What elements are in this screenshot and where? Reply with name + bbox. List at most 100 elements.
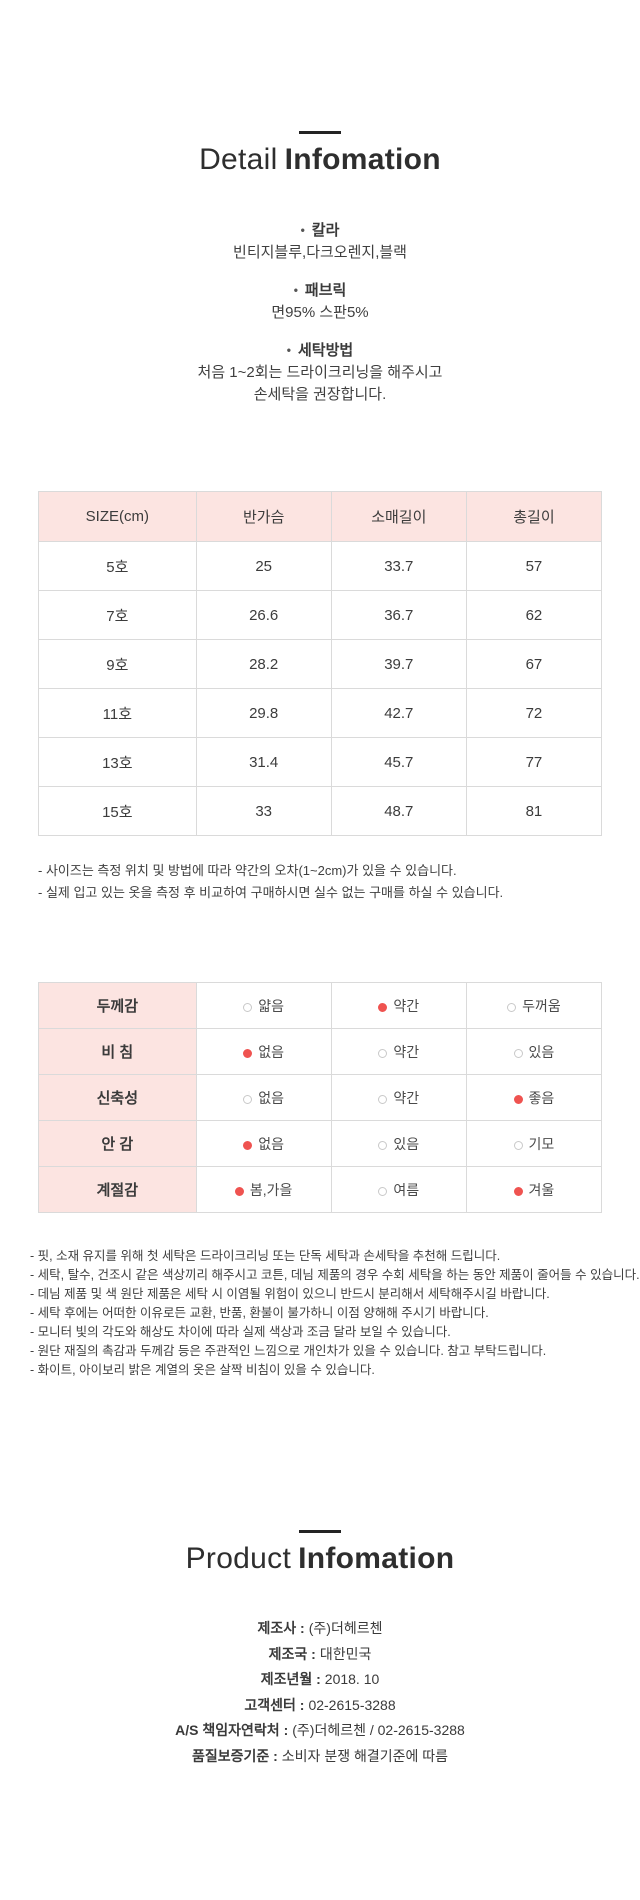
product-title: Product Infomation (0, 1544, 640, 1574)
radio-dot-icon (243, 1094, 253, 1104)
size-table-header: 반가슴 (195, 491, 332, 542)
radio-dot-icon (513, 1140, 523, 1150)
size-table-header-row: SIZE(cm) 반가슴 소매길이 총길이 (38, 491, 603, 542)
product-title-light: Product (185, 1542, 292, 1575)
info-value: 02-2615-3288 (308, 1696, 396, 1713)
attr-option-cell: 여름 (330, 1166, 467, 1213)
table-row: 5호 25 33.7 57 (38, 541, 603, 591)
product-info-row: A/S 책임자연락처 : (주)더헤르첸 / 02-2615-3288 (0, 1718, 640, 1744)
attribute-table: 두께감 얇음 약간 두꺼움 비 침 없음 약간 있음 신축성 없음 약간 좋음 … (38, 982, 603, 1213)
radio-dot-icon (378, 1140, 388, 1150)
attr-label: 계절감 (38, 1166, 197, 1213)
size-cell: 9호 (38, 639, 197, 689)
info-label: A/S 책임자연락처 : (175, 1722, 289, 1738)
size-cell: 29.8 (195, 688, 332, 738)
product-info-row: 제조국 : 대한민국 (0, 1642, 640, 1668)
attr-option-label: 없음 (258, 1135, 285, 1152)
size-note-line: - 실제 입고 있는 옷을 측정 후 비교하여 구매하시면 실수 없는 구매를 … (38, 885, 504, 900)
product-info-row: 제조년월 :2018. 10 (0, 1667, 640, 1693)
spec-heading: • 패브릭 (0, 279, 640, 302)
table-row: 13호 31.4 45.7 77 (38, 737, 603, 787)
spec-heading-label: 패브릭 (304, 282, 347, 299)
size-cell: 39.7 (330, 639, 467, 689)
info-label: 제조사 : (257, 1620, 305, 1636)
radio-dot-icon (243, 1140, 253, 1150)
size-notes: - 사이즈는 측정 위치 및 방법에 따라 약간의 오차(1~2cm)가 있을 … (38, 860, 640, 904)
spec-value: 손세탁을 권장합니다. (253, 386, 387, 403)
attr-option-label: 약간 (393, 1043, 420, 1060)
detail-title: Detail Infomation (0, 145, 640, 175)
size-note-line: - 사이즈는 측정 위치 및 방법에 따라 약간의 오차(1~2cm)가 있을 … (38, 863, 457, 878)
size-cell: 81 (465, 786, 603, 836)
attr-option-cell: 기모 (465, 1120, 603, 1167)
radio-dot-icon (378, 1186, 388, 1196)
size-cell: 33.7 (330, 541, 467, 591)
table-row: 계절감 봄,가을 여름 겨울 (38, 1166, 603, 1213)
attr-option-cell: 좋음 (465, 1074, 603, 1121)
radio-dot-icon (243, 1002, 253, 1012)
info-value: (주)더헤르첸 (308, 1620, 383, 1636)
size-cell: 67 (465, 639, 603, 689)
size-table: SIZE(cm) 반가슴 소매길이 총길이 5호 25 33.7 57 7호 2… (38, 491, 603, 836)
detail-title-bold: Infomation (284, 143, 441, 176)
attr-option-label: 없음 (258, 1043, 285, 1060)
size-cell: 13호 (38, 737, 197, 787)
attr-option-cell: 없음 (195, 1074, 332, 1121)
attr-option-cell: 봄,가을 (195, 1166, 332, 1213)
product-info-row: 고객센터 :02-2615-3288 (0, 1693, 640, 1719)
size-table-header: 소매길이 (330, 491, 467, 542)
size-cell: 36.7 (330, 590, 467, 640)
size-cell: 25 (195, 541, 332, 591)
attr-option-label: 약간 (393, 997, 420, 1014)
radio-dot-icon (513, 1094, 523, 1104)
product-info-list: 제조사 : (주)더헤르첸 제조국 : 대한민국 제조년월 :2018. 10 고객… (0, 1616, 640, 1769)
radio-dot-icon (378, 1094, 388, 1104)
attr-option-cell: 있음 (330, 1120, 467, 1167)
spec-heading: • 칼라 (0, 219, 640, 242)
size-table-header: SIZE(cm) (38, 491, 197, 542)
size-cell: 62 (465, 590, 603, 640)
size-cell: 42.7 (330, 688, 467, 738)
table-row: 11호 29.8 42.7 72 (38, 688, 603, 738)
attr-option-cell: 얇음 (195, 982, 332, 1029)
radio-dot-icon (243, 1048, 253, 1058)
attr-label: 비 침 (38, 1028, 197, 1075)
spec-list: • 칼라 빈티지블루,다크오렌지,블랙 • 패브릭 면95% 스판5% • 세탁방법 … (0, 219, 640, 406)
size-cell: 33 (195, 786, 332, 836)
spec-fabric: • 패브릭 면95% 스판5% (0, 279, 640, 324)
care-note-line: - 세탁, 탈수, 건조시 같은 색상끼리 해주시고 코튼, 데님 제품의 경우… (30, 1268, 640, 1282)
radio-dot-icon (513, 1048, 523, 1058)
care-note-line: - 모니터 빛의 각도와 해상도 차이에 따라 실제 색상과 조금 달라 보일 … (30, 1325, 451, 1339)
attr-label: 안 감 (38, 1120, 197, 1167)
spec-color: • 칼라 빈티지블루,다크오렌지,블랙 (0, 219, 640, 264)
attr-option-label: 있음 (528, 1043, 555, 1060)
attr-label: 두께감 (38, 982, 197, 1029)
size-cell: 31.4 (195, 737, 332, 787)
attr-option-label: 있음 (393, 1135, 420, 1152)
attr-option-label: 두꺼움 (522, 997, 561, 1014)
spec-heading: • 세탁방법 (0, 339, 640, 362)
attr-option-label: 여름 (393, 1181, 420, 1198)
info-label: 제조년월 : (260, 1671, 321, 1687)
attr-option-label: 봄,가을 (249, 1181, 293, 1198)
care-note-line: - 세탁 후에는 어떠한 이유로든 교환, 반품, 환불이 불가하니 이점 양해… (30, 1306, 489, 1320)
attr-option-label: 좋음 (528, 1089, 555, 1106)
size-cell: 28.2 (195, 639, 332, 689)
spec-washing: • 세탁방법 처음 1~2회는 드라이크리닝을 해주시고 손세탁을 권장합니다. (0, 339, 640, 406)
header-rule-divider (299, 1530, 341, 1533)
table-row: 안 감 없음 있음 기모 (38, 1120, 603, 1167)
product-title-bold: Infomation (298, 1542, 455, 1575)
bullet-icon: • (286, 343, 291, 357)
info-value: 대한민국 (319, 1645, 372, 1662)
care-note-line: - 원단 재질의 촉감과 두께감 등은 주관적인 느낌으로 개인차가 있을 수 … (30, 1344, 547, 1358)
care-note-line: - 화이트, 아이보리 밝은 계열의 옷은 살짝 비침이 있을 수 있습니다. (30, 1363, 375, 1377)
header-rule-divider (299, 131, 341, 134)
table-row: 비 침 없음 약간 있음 (38, 1028, 603, 1075)
radio-dot-icon (378, 1048, 388, 1058)
size-cell: 45.7 (330, 737, 467, 787)
size-cell: 5호 (38, 541, 197, 591)
product-info-row: 제조사 : (주)더헤르첸 (0, 1616, 640, 1642)
size-cell: 77 (465, 737, 603, 787)
attr-option-cell: 두꺼움 (465, 982, 603, 1029)
attr-option-cell: 없음 (195, 1028, 332, 1075)
